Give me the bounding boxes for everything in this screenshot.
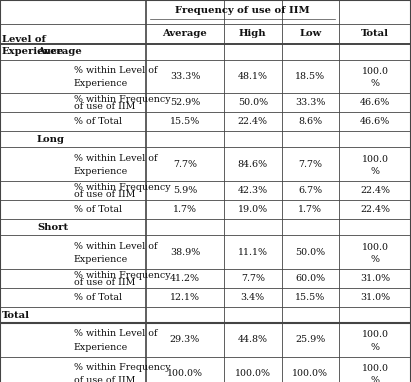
Text: 18.5%: 18.5% [295,72,326,81]
Text: 15.5%: 15.5% [295,293,326,302]
Text: 1.7%: 1.7% [298,205,322,214]
Text: 29.3%: 29.3% [170,335,200,345]
Text: 22.4%: 22.4% [238,117,268,126]
Text: Experience: Experience [2,47,64,56]
Text: 15.5%: 15.5% [170,117,200,126]
Text: 100.0%: 100.0% [235,369,271,378]
Text: 33.3%: 33.3% [170,72,200,81]
Text: 7.7%: 7.7% [298,160,322,169]
Text: % within Frequency: % within Frequency [74,270,171,280]
Text: %: % [371,167,379,176]
Text: %: % [371,79,379,88]
Text: 42.3%: 42.3% [238,186,268,195]
Text: 25.9%: 25.9% [295,335,326,345]
Text: Long: Long [37,135,65,144]
Text: 100.0: 100.0 [362,67,388,76]
Text: % within Level of: % within Level of [74,154,157,163]
Text: 100.0: 100.0 [362,364,388,373]
Text: 8.6%: 8.6% [298,117,322,126]
Text: Level of: Level of [2,35,46,44]
Text: % within Level of: % within Level of [74,66,157,75]
Text: 3.4%: 3.4% [241,293,265,302]
Text: of use of IIM: of use of IIM [74,278,135,287]
Text: 31.0%: 31.0% [360,274,390,283]
Text: 19.0%: 19.0% [238,205,268,214]
Text: %: % [371,343,379,352]
Text: % of Total: % of Total [74,117,122,126]
Text: Average: Average [163,29,207,38]
Text: 52.9%: 52.9% [170,98,200,107]
Text: High: High [239,29,267,38]
Text: % within Frequency: % within Frequency [74,95,171,104]
Text: 11.1%: 11.1% [238,248,268,257]
Text: 100.0%: 100.0% [167,369,203,378]
Text: 100.0: 100.0 [362,155,388,164]
Text: Short: Short [37,223,68,232]
Text: 12.1%: 12.1% [170,293,200,302]
Text: 1.7%: 1.7% [173,205,197,214]
Text: 22.4%: 22.4% [360,205,390,214]
Text: 5.9%: 5.9% [173,186,197,195]
Text: %: % [371,377,379,382]
Text: of use of IIM: of use of IIM [74,102,135,112]
Text: % within Frequency: % within Frequency [74,363,171,372]
Text: Low: Low [299,29,321,38]
Text: % within Frequency: % within Frequency [74,183,171,192]
Text: 6.7%: 6.7% [298,186,322,195]
Text: Average: Average [37,47,82,56]
Text: 50.0%: 50.0% [238,98,268,107]
Text: 7.7%: 7.7% [241,274,265,283]
Text: %: % [371,255,379,264]
Text: Total: Total [2,311,30,320]
Text: Experience: Experience [74,343,128,352]
Text: 100.0: 100.0 [362,330,388,340]
Text: % within Level of: % within Level of [74,241,157,251]
Text: 22.4%: 22.4% [360,186,390,195]
Text: 50.0%: 50.0% [295,248,326,257]
Text: 31.0%: 31.0% [360,293,390,302]
Text: Experience: Experience [74,255,128,264]
Text: of use of IIM: of use of IIM [74,190,135,199]
Text: 100.0: 100.0 [362,243,388,252]
Text: 44.8%: 44.8% [238,335,268,345]
Text: % within Level of: % within Level of [74,329,157,338]
Text: 38.9%: 38.9% [170,248,200,257]
Text: 7.7%: 7.7% [173,160,197,169]
Text: 60.0%: 60.0% [295,274,326,283]
Text: of use of IIM: of use of IIM [74,377,135,382]
Text: % of Total: % of Total [74,205,122,214]
Text: 100.0%: 100.0% [292,369,328,378]
Text: 46.6%: 46.6% [360,117,390,126]
Text: Frequency of use of IIM: Frequency of use of IIM [175,6,310,15]
Text: 33.3%: 33.3% [295,98,326,107]
Text: 48.1%: 48.1% [238,72,268,81]
Text: % of Total: % of Total [74,293,122,302]
Text: 46.6%: 46.6% [360,98,390,107]
Text: 41.2%: 41.2% [170,274,200,283]
Text: Total: Total [361,29,389,38]
Text: Experience: Experience [74,79,128,88]
Text: Experience: Experience [74,167,128,176]
Text: 84.6%: 84.6% [238,160,268,169]
